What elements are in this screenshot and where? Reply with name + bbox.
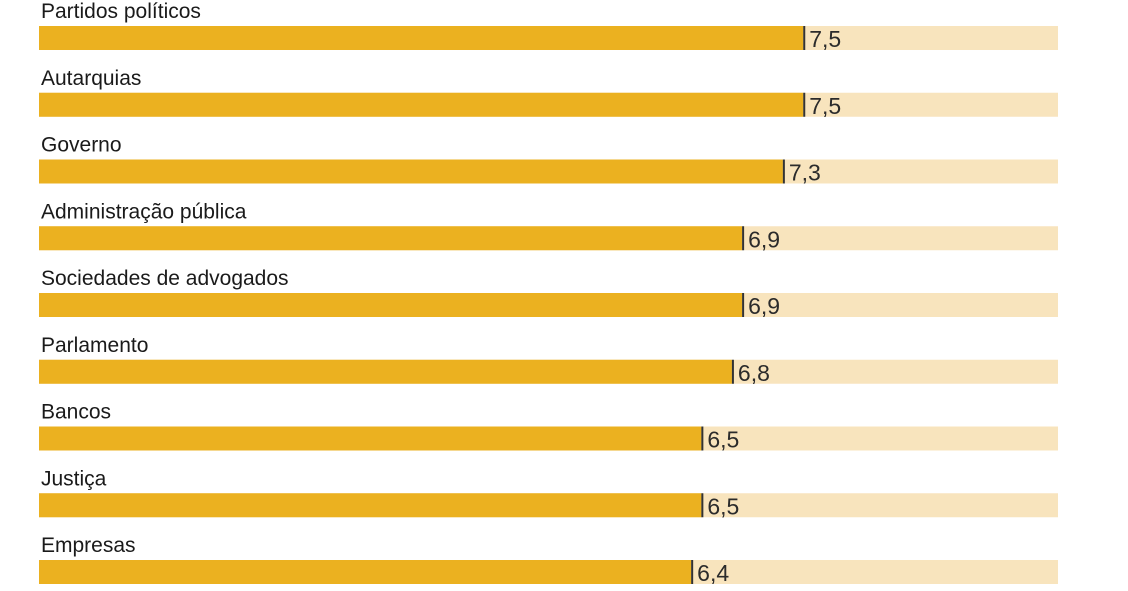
bar-row: Autarquias 7,5 (39, 67, 1058, 119)
category-label: Governo (41, 134, 122, 157)
category-label: Justiça (41, 467, 107, 490)
category-label: Empresas (41, 534, 136, 557)
bar (39, 359, 732, 384)
bar-end-marker (701, 493, 704, 518)
category-label: Parlamento (41, 334, 148, 357)
bar-row: Bancos 6,5 (39, 401, 1058, 453)
value-label: 6,9 (748, 226, 780, 252)
category-label: Administração pública (41, 200, 247, 223)
bar-end-marker (803, 26, 806, 50)
bar (39, 92, 804, 117)
value-label: 6,5 (707, 493, 739, 519)
bar (39, 426, 702, 451)
bar-end-marker (691, 560, 694, 584)
value-label: 7,3 (789, 160, 821, 186)
bar (39, 560, 692, 584)
bar-row: Parlamento 6,8 (39, 334, 1058, 386)
bar (39, 159, 783, 184)
bar (39, 293, 743, 317)
bar-end-marker (731, 359, 734, 384)
value-label: 6,9 (748, 293, 780, 319)
value-label: 6,5 (707, 427, 739, 453)
bar-row: Justiça 6,5 (39, 467, 1058, 519)
bar-end-marker (742, 293, 745, 317)
value-label: 7,5 (809, 93, 841, 119)
bar-end-marker (742, 226, 745, 251)
category-label: Autarquias (41, 67, 141, 90)
bar-row: Partidos políticos 7,5 (39, 0, 1058, 52)
value-label: 6,8 (738, 360, 770, 386)
value-label: 6,4 (697, 560, 729, 586)
bar (39, 226, 743, 251)
category-label: Sociedades de advogados (41, 267, 289, 290)
bar-row: Governo 7,3 (39, 134, 1058, 186)
bar-row: Administração pública 6,9 (39, 200, 1058, 252)
bar (39, 26, 804, 50)
value-label: 7,5 (809, 26, 841, 52)
category-label: Bancos (41, 401, 111, 424)
category-label: Partidos políticos (41, 0, 201, 23)
bar-row: Empresas 6,4 (39, 534, 1058, 586)
bar-row: Sociedades de advogados 6,9 (39, 267, 1058, 319)
bar-end-marker (803, 92, 806, 117)
bar-end-marker (782, 159, 785, 184)
bar (39, 493, 702, 518)
bar-end-marker (701, 426, 704, 451)
